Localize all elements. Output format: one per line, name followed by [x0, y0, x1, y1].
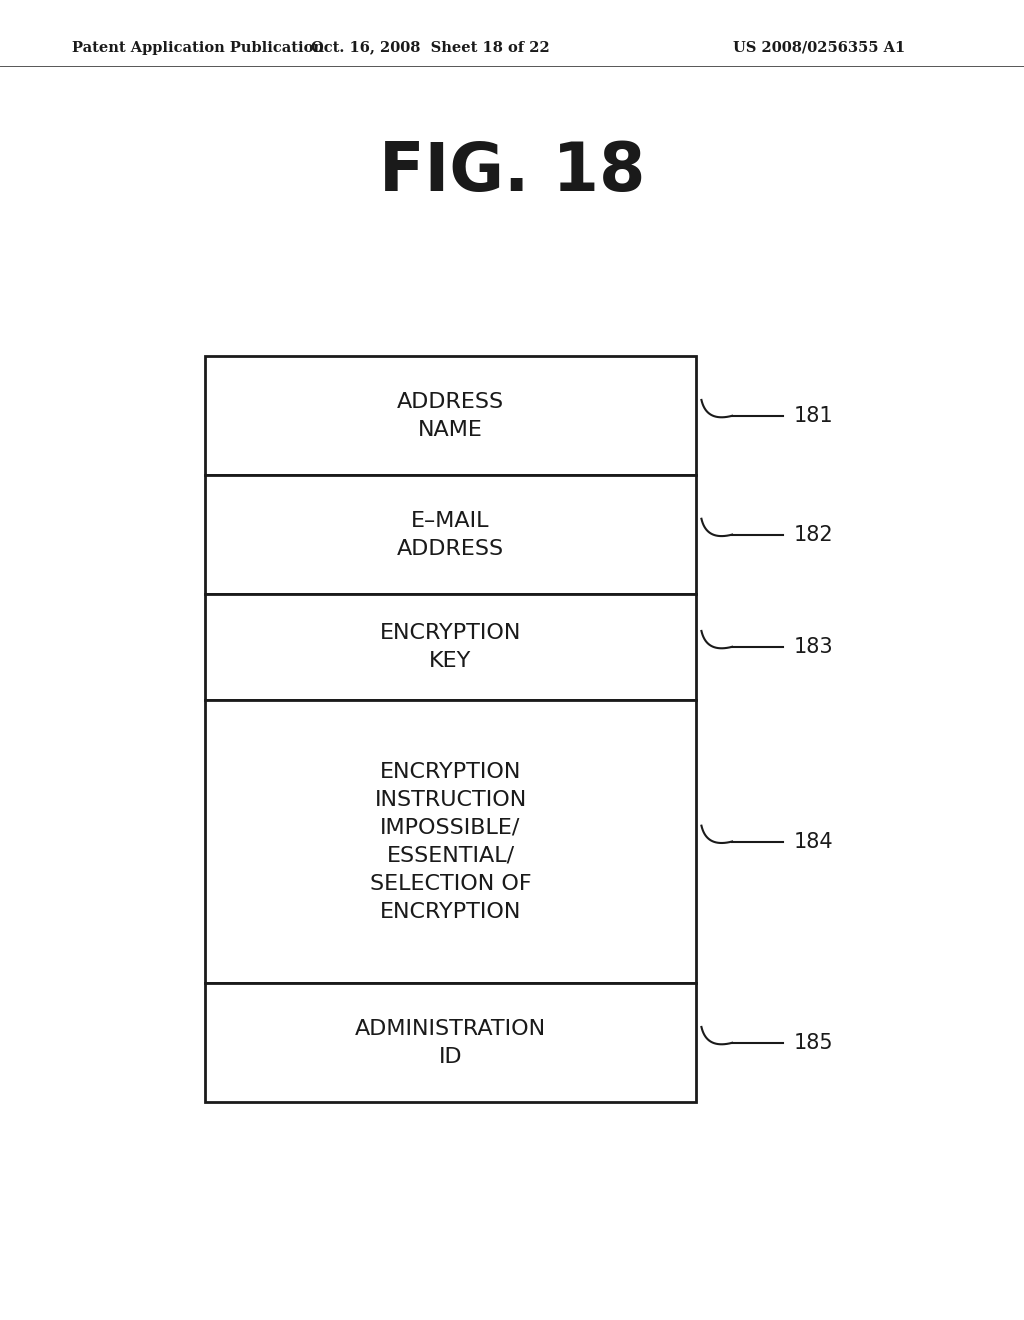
Bar: [205, 700, 696, 983]
Text: 182: 182: [794, 524, 834, 545]
Text: E–MAIL
ADDRESS: E–MAIL ADDRESS: [397, 511, 504, 558]
Text: ENCRYPTION
INSTRUCTION
IMPOSSIBLE/
ESSENTIAL/
SELECTION OF
ENCRYPTION: ENCRYPTION INSTRUCTION IMPOSSIBLE/ ESSEN…: [370, 762, 531, 921]
Text: US 2008/0256355 A1: US 2008/0256355 A1: [733, 41, 905, 54]
Text: ADMINISTRATION
ID: ADMINISTRATION ID: [355, 1019, 546, 1067]
Text: Patent Application Publication: Patent Application Publication: [72, 41, 324, 54]
Bar: [205, 475, 696, 594]
Bar: [205, 594, 696, 700]
Text: 183: 183: [794, 636, 834, 657]
Bar: [205, 983, 696, 1102]
Text: Oct. 16, 2008  Sheet 18 of 22: Oct. 16, 2008 Sheet 18 of 22: [310, 41, 550, 54]
Text: 181: 181: [794, 405, 834, 426]
Text: 184: 184: [794, 832, 834, 851]
Text: ADDRESS
NAME: ADDRESS NAME: [397, 392, 504, 440]
Bar: [205, 356, 696, 475]
Text: 185: 185: [794, 1032, 834, 1053]
Text: ENCRYPTION
KEY: ENCRYPTION KEY: [380, 623, 521, 671]
Text: FIG. 18: FIG. 18: [379, 139, 645, 205]
